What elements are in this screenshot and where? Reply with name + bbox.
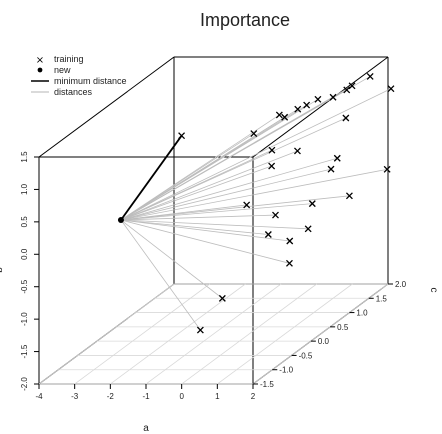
x-axis-label: a [143, 423, 149, 434]
legend-training-marker: × [36, 55, 44, 66]
z-axis-ticks: -2.0 -1.5 -1.0 -0.5 0.0 0.5 1.0 1.5 [20, 151, 39, 391]
y-tick-label: 1.0 [356, 309, 368, 318]
training-points [118, 73, 394, 333]
z-tick-label: 1.5 [20, 151, 29, 163]
y-tick-label: 0.5 [337, 323, 349, 332]
y-axis-ticks: -1.5 -1.0 -0.5 0.0 0.5 1.0 1.5 2.0 [253, 280, 407, 389]
training-point [179, 133, 185, 139]
x-tick-label: 1 [215, 392, 220, 401]
floor-grid-line [39, 284, 174, 384]
box-frame [39, 57, 388, 384]
y-tick-label: -1.5 [260, 380, 274, 389]
training-point [315, 96, 321, 102]
distance-line [121, 220, 268, 235]
box-edge [253, 57, 388, 157]
x-axis-ticks: -4 -3 -2 -1 0 1 2 [35, 384, 255, 401]
y-tick-label: -0.5 [299, 351, 313, 360]
z-tick-label: -1.5 [20, 344, 29, 358]
training-point [294, 148, 300, 154]
floor-grid-line [75, 284, 210, 384]
training-point [343, 115, 349, 121]
z-tick-label: -1.0 [20, 312, 29, 326]
distance-lines [121, 76, 391, 330]
x-tick-label: -4 [35, 392, 43, 401]
y-tick-label: 2.0 [395, 280, 407, 289]
training-point [367, 73, 373, 79]
chart-title: Importance [200, 10, 290, 30]
training-point [388, 86, 394, 92]
y-tick-label: 0.0 [318, 337, 330, 346]
new-point [118, 217, 124, 223]
z-tick-label: 0.5 [20, 216, 29, 228]
legend-new-label: new [54, 65, 71, 75]
y-axis-label: c [428, 288, 439, 293]
x-tick-label: -2 [107, 392, 115, 401]
floor-grid-line [182, 284, 317, 384]
training-point [286, 260, 292, 266]
x-tick-label: -1 [142, 392, 150, 401]
x-tick-label: 0 [179, 392, 184, 401]
legend-training-label: training [54, 54, 84, 64]
z-tick-label: 1.0 [20, 183, 29, 195]
x-tick-label: -3 [71, 392, 79, 401]
legend-minimum-distance-label: minimum distance [54, 76, 127, 86]
legend: × training new minimum distance distance… [31, 54, 127, 97]
z-axis-label: b [0, 267, 5, 273]
y-tick-label: -1.0 [279, 366, 293, 375]
legend-new-marker [38, 68, 43, 73]
training-point [328, 166, 334, 172]
training-point [269, 163, 275, 169]
z-tick-label: -0.5 [20, 279, 29, 293]
distance-line [121, 220, 200, 330]
legend-distances-label: distances [54, 87, 93, 97]
x-tick-label: 2 [251, 392, 256, 401]
distance-line [121, 89, 391, 220]
distance-line [121, 220, 290, 241]
floor-grid-line [253, 284, 388, 384]
y-tick-label: 1.5 [376, 294, 388, 303]
training-point [330, 94, 336, 100]
z-tick-label: -2.0 [20, 377, 29, 391]
training-point [197, 327, 203, 333]
floor-grid-line [146, 284, 281, 384]
training-point [334, 155, 340, 161]
z-tick-label: 0.0 [20, 248, 29, 260]
distance-line [121, 220, 222, 298]
floor-grid [39, 284, 388, 384]
